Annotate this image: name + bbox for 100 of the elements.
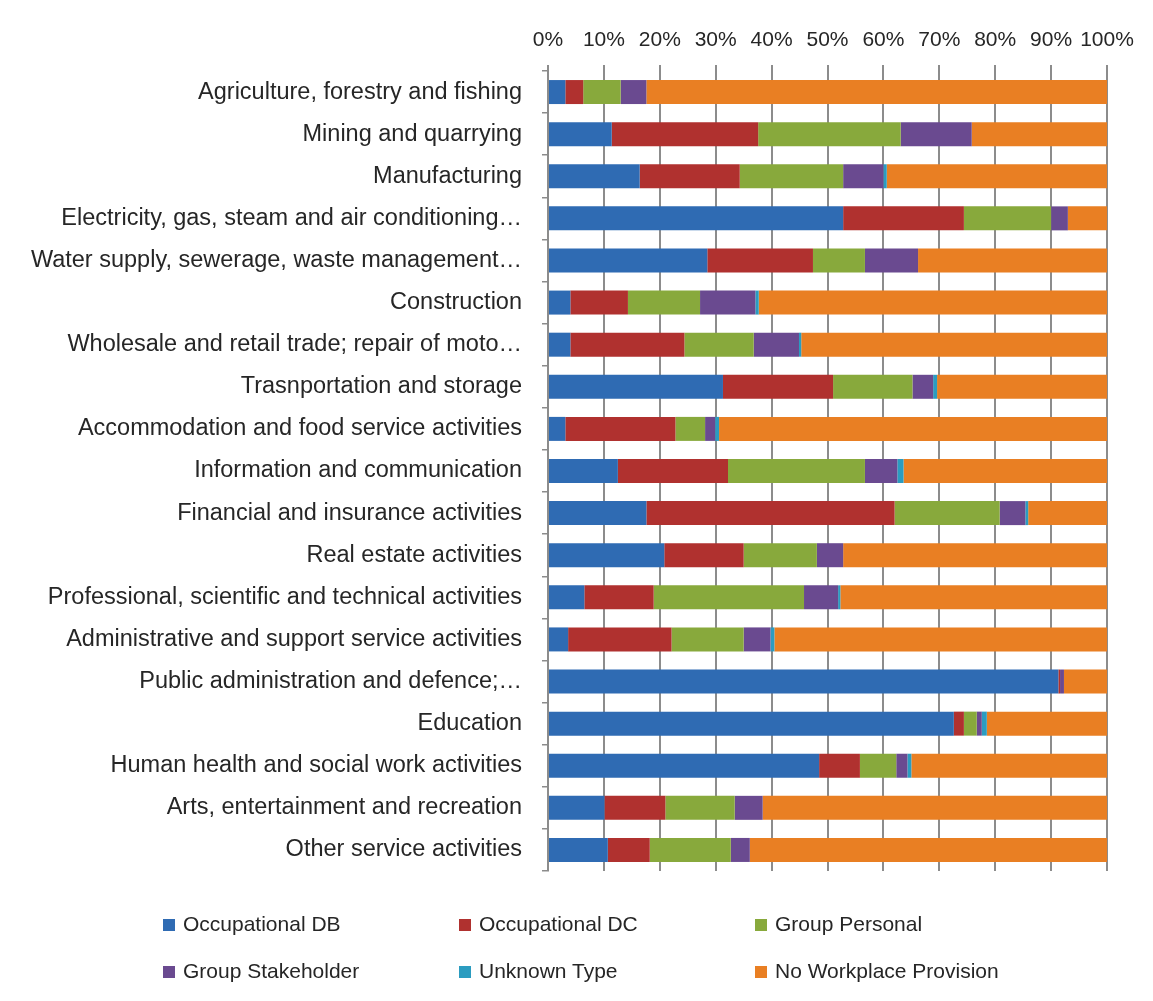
bar (565, 80, 584, 105)
bar (953, 711, 964, 736)
bar (627, 290, 701, 315)
bar (843, 543, 1107, 568)
bar (743, 627, 771, 652)
bar (549, 164, 640, 189)
bar (758, 122, 901, 147)
bar (549, 669, 1059, 694)
bar (864, 248, 919, 273)
bar (646, 80, 1107, 105)
bar (894, 501, 1000, 526)
bar (963, 711, 977, 736)
bar (918, 248, 1107, 273)
bar (549, 585, 585, 610)
bar (549, 753, 820, 778)
bar (883, 164, 887, 189)
bar (859, 753, 897, 778)
bar (804, 585, 839, 610)
x-tick-label: 30% (694, 27, 737, 51)
y-tick-label: Human health and social work activities (110, 751, 522, 778)
bar (999, 501, 1026, 526)
bar (549, 374, 723, 399)
bar (639, 164, 740, 189)
bar (715, 416, 720, 441)
y-tick-label: Wholesale and retail trade; repair of moto… (67, 330, 522, 357)
bar (684, 332, 754, 357)
legend-label: Group Personal (775, 911, 923, 935)
bar (607, 837, 650, 862)
legend-label: Group Stakeholder (183, 958, 360, 982)
x-tick-label: 20% (638, 27, 681, 51)
y-tick-label: Public administration and defence;… (139, 667, 522, 694)
bar (617, 459, 728, 483)
bar (665, 795, 735, 820)
bar (911, 753, 1107, 778)
y-tick-label: Professional, scientific and technical activities (47, 582, 522, 609)
y-tick-label: Mining and quarrying (302, 119, 522, 146)
bar (900, 122, 972, 147)
bar (819, 753, 860, 778)
y-tick-label: Information and communication (194, 456, 522, 483)
bar (653, 585, 805, 610)
bar (774, 627, 1107, 652)
bar (700, 290, 756, 315)
bar (976, 711, 982, 736)
y-tick-label: Agriculture, forestry and fishing (198, 77, 522, 104)
y-tick-label: Manufacturing (373, 161, 522, 188)
bar (728, 459, 865, 483)
bar (549, 837, 608, 862)
x-tick-label: 10% (582, 27, 625, 51)
legend-label: Occupational DC (479, 911, 638, 935)
bar (705, 416, 716, 441)
bar (739, 164, 844, 189)
bar (649, 837, 731, 862)
x-tick-label: 100% (1080, 27, 1134, 51)
bar (1025, 501, 1029, 526)
bar (755, 290, 759, 315)
bar (664, 543, 744, 568)
y-tick-label: Education (417, 709, 522, 736)
bar (565, 416, 676, 441)
bar (963, 206, 1052, 231)
x-tick-label: 70% (918, 27, 961, 51)
y-tick-label: Trasnportation and storage (240, 372, 522, 399)
bar (549, 627, 569, 652)
bar (549, 122, 612, 147)
y-tick-label: Other service activities (285, 835, 522, 862)
y-tick-label: Arts, entertainment and recreation (166, 793, 522, 820)
bar (646, 501, 895, 526)
bar (907, 753, 912, 778)
legend-label: Unknown Type (479, 958, 618, 982)
bar (758, 290, 1107, 315)
bar (549, 416, 566, 441)
bar (986, 711, 1107, 736)
bar (843, 206, 964, 231)
x-tick-label: 50% (806, 27, 849, 51)
x-tick-label: 60% (862, 27, 905, 51)
y-tick-label: Financial and insurance activities (177, 498, 522, 525)
bar (549, 711, 954, 736)
bar (1063, 669, 1107, 694)
y-tick-label: Construction (390, 288, 522, 315)
bar (816, 543, 844, 568)
y-tick-label: Real estate activities (306, 540, 522, 567)
x-tick-label: 80% (974, 27, 1017, 51)
legend-label: No Workplace Provision (775, 958, 999, 982)
bar (801, 332, 1107, 357)
bar (549, 206, 844, 231)
bar (583, 80, 621, 105)
bar (864, 459, 898, 483)
bar (1028, 501, 1107, 526)
y-tick-label: Accommodation and food service activities (77, 414, 522, 441)
bar (753, 332, 799, 357)
bar (549, 459, 618, 483)
bar (912, 374, 934, 399)
bar (1067, 206, 1107, 231)
bar (897, 459, 904, 483)
bar (584, 585, 654, 610)
y-tick-label: Electricity, gas, steam and air conditioning… (61, 203, 522, 230)
bar (675, 416, 706, 441)
y-tick-label: Water supply, sewerage, waste management… (30, 245, 522, 272)
bar (1051, 206, 1068, 231)
bar (722, 374, 834, 399)
x-tick-label: 90% (1030, 27, 1073, 51)
